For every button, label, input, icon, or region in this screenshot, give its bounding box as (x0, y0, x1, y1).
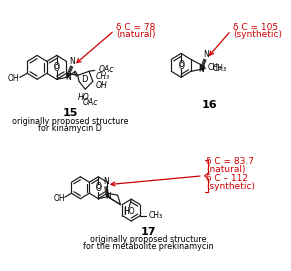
Text: 17: 17 (141, 227, 156, 237)
Text: for the metabolite prekinamycin: for the metabolite prekinamycin (83, 242, 214, 251)
Text: (natural): (natural) (207, 165, 246, 174)
Text: O: O (95, 184, 101, 193)
Text: OH: OH (8, 74, 19, 83)
Text: OAc: OAc (98, 65, 114, 74)
Text: δ C = 83.7: δ C = 83.7 (207, 157, 255, 166)
Text: O: O (178, 60, 184, 69)
Text: (natural): (natural) (116, 30, 156, 39)
Text: OH: OH (96, 81, 107, 90)
Text: N: N (65, 73, 71, 82)
Text: N: N (203, 50, 209, 59)
Text: CH₃: CH₃ (149, 211, 163, 220)
Text: HO: HO (77, 93, 89, 102)
Text: OH: OH (54, 194, 65, 203)
Text: originally proposed structure: originally proposed structure (90, 235, 206, 244)
Text: OAc: OAc (82, 98, 98, 107)
Text: δ C = 105: δ C = 105 (233, 23, 278, 32)
Text: CH₃: CH₃ (213, 64, 227, 73)
Text: D: D (81, 75, 88, 84)
Text: N: N (105, 192, 111, 201)
Text: originally proposed structure: originally proposed structure (12, 117, 128, 125)
Text: O: O (54, 62, 60, 71)
Text: O: O (95, 182, 101, 191)
Text: 15: 15 (62, 108, 78, 118)
Text: CH₃: CH₃ (208, 63, 222, 72)
Text: N: N (198, 65, 204, 74)
Text: CH₃: CH₃ (96, 72, 110, 81)
Text: 16: 16 (201, 100, 217, 110)
Text: O: O (54, 64, 60, 73)
Text: HO: HO (124, 207, 135, 216)
Text: for kinamycin D: for kinamycin D (38, 124, 102, 133)
Text: (synthetic): (synthetic) (233, 30, 282, 39)
Text: O: O (178, 62, 184, 71)
Text: (synthetic): (synthetic) (207, 182, 255, 191)
Text: N: N (69, 57, 74, 66)
Text: δ C – 112: δ C – 112 (207, 174, 249, 183)
Text: N: N (103, 177, 109, 186)
Text: δ C = 78: δ C = 78 (116, 23, 156, 32)
